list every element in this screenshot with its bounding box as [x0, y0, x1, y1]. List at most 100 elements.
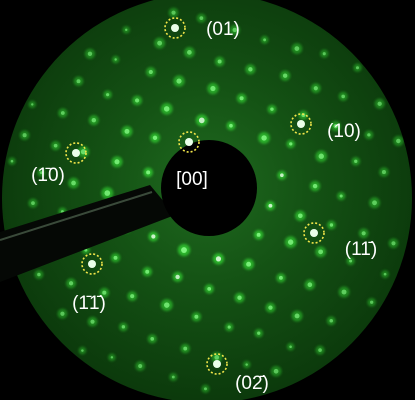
- spot: [130, 294, 134, 298]
- spot: [81, 349, 83, 351]
- spot: [172, 376, 175, 379]
- spot: [261, 135, 266, 140]
- spot: [263, 38, 266, 41]
- spot: [207, 287, 211, 291]
- spot: [114, 58, 116, 60]
- spot: [318, 348, 322, 352]
- spot: [61, 111, 65, 115]
- spot-label: (1̄1̄): [72, 293, 106, 314]
- spot: [257, 233, 261, 237]
- spot: [176, 79, 181, 84]
- spot: [92, 118, 96, 122]
- spot: [237, 296, 241, 300]
- spot: [396, 139, 400, 143]
- spot: [216, 256, 221, 261]
- spot: [214, 355, 219, 360]
- spot: [384, 273, 387, 276]
- spot: [31, 103, 33, 105]
- spot: [318, 249, 323, 254]
- spot: [175, 275, 179, 279]
- spot-core: [297, 120, 305, 128]
- spot: [370, 301, 373, 304]
- spot: [11, 160, 14, 163]
- spot-core: [185, 138, 193, 146]
- spot: [342, 290, 347, 295]
- spot: [288, 239, 293, 244]
- spot: [289, 345, 292, 348]
- spot: [268, 305, 272, 309]
- spot: [268, 204, 272, 208]
- spot: [69, 281, 73, 285]
- spot: [157, 41, 162, 46]
- spot-label: (10): [327, 121, 361, 142]
- spot: [270, 107, 273, 110]
- spot-label: (11̄): [345, 239, 377, 260]
- spot: [274, 369, 279, 374]
- spot: [329, 319, 333, 323]
- spot: [218, 60, 222, 64]
- spot: [111, 356, 113, 358]
- spot: [341, 95, 345, 99]
- spot: [54, 144, 58, 148]
- spot: [372, 200, 377, 205]
- spot: [356, 66, 359, 69]
- spot: [187, 50, 192, 55]
- spot: [367, 133, 370, 136]
- spot-core: [310, 229, 318, 237]
- spot: [71, 181, 76, 186]
- spot: [88, 52, 92, 56]
- spot: [145, 270, 149, 274]
- spot: [295, 46, 300, 51]
- spot: [124, 129, 129, 134]
- spot-label: [00]: [176, 169, 208, 190]
- spot: [246, 262, 251, 267]
- leed-pattern: [00] (01) (10) (1̄0) (11̄) (1̄1̄) (02̄): [0, 0, 415, 400]
- spot: [37, 273, 41, 277]
- page: [00](01)(10)(1̄0)(11̄)(1̄1̄)(02̄) (() =>…: [0, 0, 415, 400]
- spot: [200, 16, 204, 20]
- spot: [122, 325, 125, 328]
- spot-core: [72, 149, 80, 157]
- spot: [298, 213, 303, 218]
- spot: [164, 302, 170, 308]
- spot: [183, 347, 187, 351]
- spot: [378, 102, 382, 106]
- spot: [164, 106, 170, 112]
- spot: [135, 98, 139, 102]
- spot: [313, 184, 318, 189]
- spot: [280, 173, 284, 177]
- spot: [228, 326, 231, 329]
- spot: [210, 86, 215, 91]
- spot: [153, 136, 157, 140]
- spot: [31, 201, 35, 205]
- spot: [362, 231, 366, 235]
- spot: [382, 170, 386, 174]
- spot: [77, 79, 81, 83]
- spot: [146, 170, 150, 174]
- spot: [149, 70, 153, 74]
- spot: [323, 52, 326, 55]
- spot-label: (02̄): [235, 373, 269, 394]
- spot: [106, 93, 109, 96]
- spot: [289, 142, 292, 145]
- spot-core: [88, 260, 96, 268]
- spot: [199, 118, 205, 124]
- spot: [229, 124, 233, 128]
- spot-label: (01): [206, 19, 240, 40]
- spot: [240, 96, 244, 100]
- spot: [125, 29, 127, 31]
- spot: [319, 154, 324, 159]
- spot: [90, 320, 94, 324]
- spot-core: [213, 360, 221, 368]
- spot: [257, 332, 260, 335]
- spot: [114, 159, 119, 164]
- spot: [248, 67, 252, 71]
- spot: [104, 190, 110, 196]
- spot: [314, 86, 318, 90]
- spot: [181, 247, 187, 253]
- spot: [340, 195, 343, 198]
- spot-label: (1̄0): [31, 165, 65, 186]
- spot: [60, 312, 64, 316]
- spot: [354, 160, 357, 163]
- spot: [391, 241, 395, 245]
